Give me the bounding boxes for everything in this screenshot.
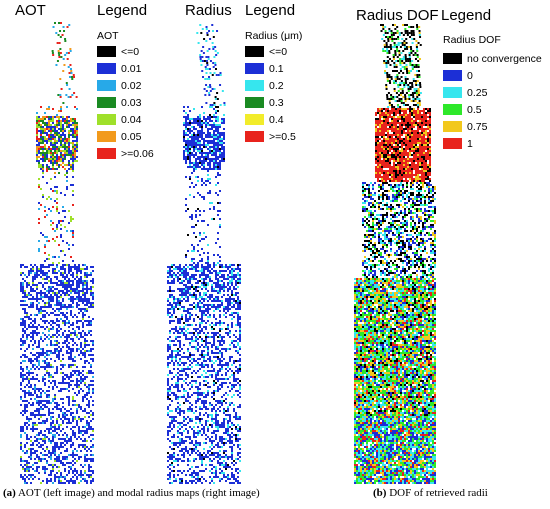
radius-legend-swatch (245, 114, 264, 125)
radius-legend-title: Legend (245, 2, 296, 19)
aot-legend-swatch (97, 63, 116, 74)
dof-legend-swatch (443, 121, 462, 132)
radius-legend-swatch (245, 80, 264, 91)
aot-legend-subtitle: AOT (97, 30, 119, 42)
dof-legend-label: 0.25 (467, 86, 488, 99)
dof-legend-label: 0.5 (467, 103, 482, 116)
dof-legend-label: no convergence (467, 52, 542, 65)
aot-legend-swatch (97, 131, 116, 142)
dof-legend-title: Legend (441, 7, 492, 24)
aot-legend-item: <=0 (97, 45, 140, 58)
radius-legend-swatch (245, 131, 264, 142)
dof-legend-swatch (443, 104, 462, 115)
aot-legend-swatch (97, 80, 116, 91)
caption-b: (b) DOF of retrieved radii (373, 487, 488, 499)
aot-legend-item: 0.04 (97, 113, 142, 126)
dof-legend-swatch (443, 70, 462, 81)
radius-legend-item: 0.4 (245, 113, 284, 126)
dof-legend-item: 0.25 (443, 86, 488, 99)
dof-legend-item: 0.75 (443, 120, 488, 133)
dof-map-strip (354, 24, 436, 484)
aot-legend-item: >=0.06 (97, 147, 154, 160)
aot-legend-item: 0.01 (97, 62, 142, 75)
dof-map-title: Radius DOF (356, 7, 439, 24)
aot-legend-label: 0.01 (121, 62, 142, 75)
dof-legend-label: 1 (467, 137, 473, 150)
dof-legend-swatch (443, 53, 462, 64)
dof-legend-swatch (443, 138, 462, 149)
radius-legend-item: 0.2 (245, 79, 284, 92)
radius-legend-label: 0.1 (269, 62, 284, 75)
caption-b-text: DOF of retrieved radii (386, 487, 488, 499)
radius-map-strip (167, 24, 241, 484)
aot-legend-item: 0.02 (97, 79, 142, 92)
radius-map-title: Radius (185, 2, 232, 19)
aot-legend-label: 0.03 (121, 96, 142, 109)
aot-legend-swatch (97, 46, 116, 57)
dof-legend-swatch (443, 87, 462, 98)
radius-legend-item: 0.1 (245, 62, 284, 75)
aot-map-strip (20, 22, 94, 484)
caption-a: (a) AOT (left image) and modal radius ma… (3, 487, 260, 499)
aot-legend-label: <=0 (121, 45, 140, 58)
dof-legend-label: 0 (467, 69, 473, 82)
caption-b-tag: (b) (373, 487, 387, 499)
aot-legend-item: 0.03 (97, 96, 142, 109)
aot-legend-label: 0.02 (121, 79, 142, 92)
dof-legend-item: 1 (443, 137, 473, 150)
aot-legend-label: 0.05 (121, 130, 142, 143)
radius-legend-label: 0.2 (269, 79, 284, 92)
aot-legend-label: >=0.06 (121, 147, 154, 160)
aot-legend-swatch (97, 97, 116, 108)
radius-legend-label: <=0 (269, 45, 288, 58)
caption-a-tag: (a) (3, 487, 16, 499)
radius-legend-swatch (245, 97, 264, 108)
dof-legend-item: no convergence (443, 52, 542, 65)
aot-legend-title: Legend (97, 2, 148, 19)
caption-a-text: AOT (left image) and modal radius maps (… (15, 487, 260, 499)
dof-legend-label: 0.75 (467, 120, 488, 133)
dof-legend-item: 0.5 (443, 103, 482, 116)
radius-legend-swatch (245, 63, 264, 74)
aot-map-title: AOT (15, 2, 46, 19)
aot-legend-swatch (97, 114, 116, 125)
radius-legend-subtitle: Radius (μm) (245, 30, 303, 42)
radius-legend-label: 0.3 (269, 96, 284, 109)
radius-legend-item: >=0.5 (245, 130, 296, 143)
aot-legend-label: 0.04 (121, 113, 142, 126)
radius-legend-label: >=0.5 (269, 130, 296, 143)
dof-legend-subtitle: Radius DOF (443, 34, 501, 46)
radius-legend-item: <=0 (245, 45, 288, 58)
radius-legend-swatch (245, 46, 264, 57)
dof-legend-item: 0 (443, 69, 473, 82)
aot-legend-swatch (97, 148, 116, 159)
radius-legend-item: 0.3 (245, 96, 284, 109)
aot-legend-item: 0.05 (97, 130, 142, 143)
radius-legend-label: 0.4 (269, 113, 284, 126)
